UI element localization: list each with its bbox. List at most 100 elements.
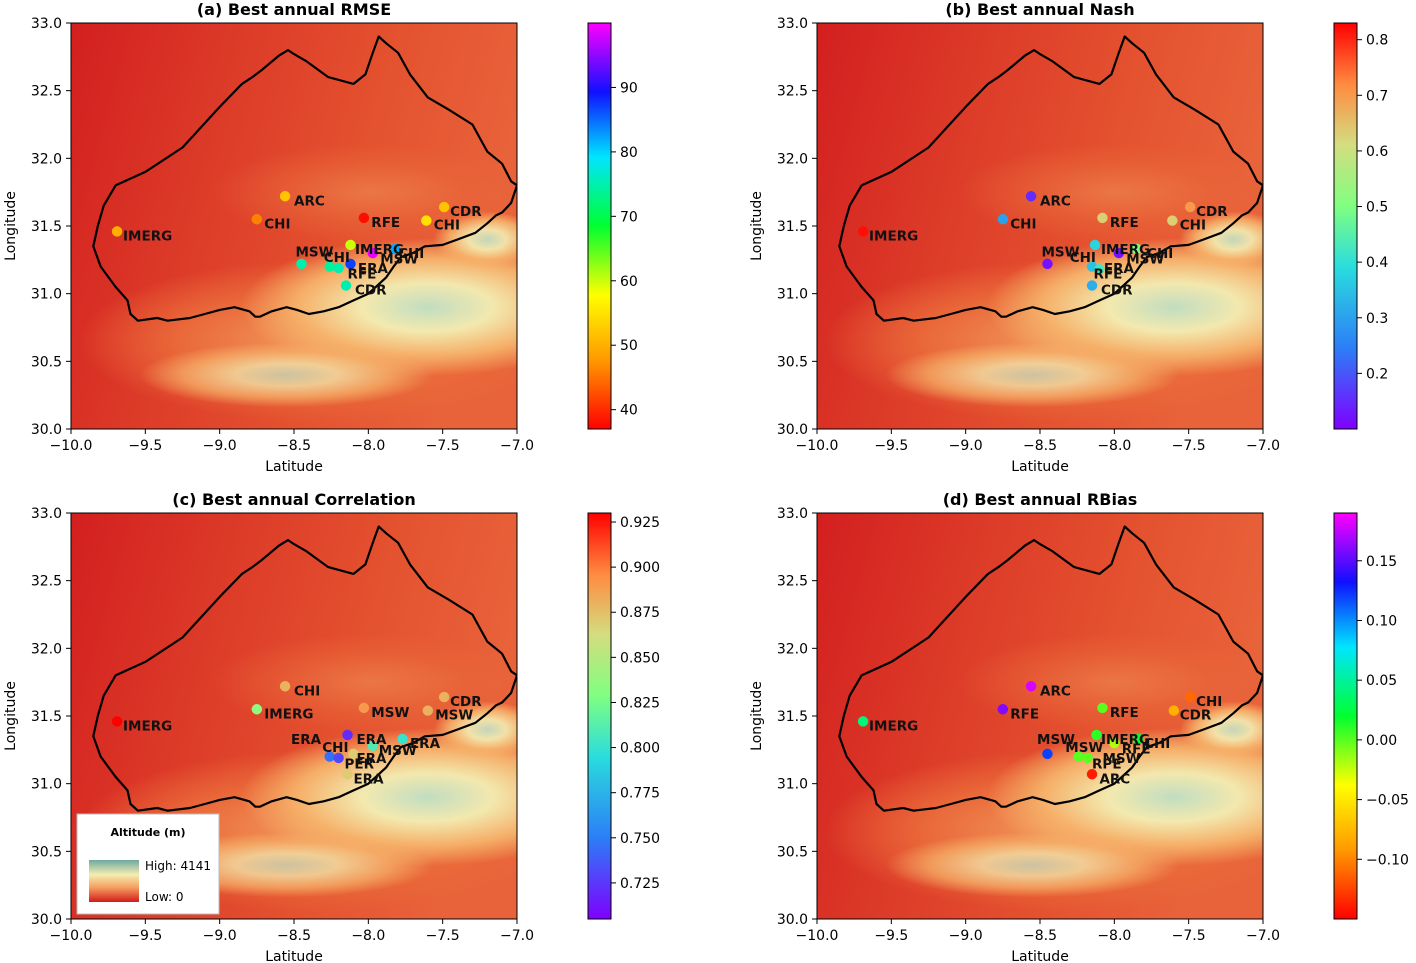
terrain-highlands [139, 342, 434, 408]
y-tick-label: 33.0 [777, 16, 808, 32]
x-axis-label: Latitude [1011, 949, 1069, 963]
station-point-rfe [333, 262, 344, 274]
x-tick-label: −8.5 [1023, 928, 1057, 944]
y-tick-label: 32.0 [777, 641, 808, 657]
y-tick-label: 32.0 [777, 151, 808, 167]
station-point-era [342, 768, 353, 780]
station-point-imerg [345, 239, 356, 251]
panel-3: −10.0 −9.5 −9.0 −8.5 −8.0 −7.5 −7.0 30.0 30.5 31.… [3, 490, 660, 963]
station-label: ARC [1040, 193, 1071, 209]
station-point-msw [1042, 258, 1053, 270]
colorbar-tick-label: 60 [620, 274, 638, 290]
station-label: ERA [410, 736, 441, 752]
station-label: MSW [435, 708, 473, 724]
y-axis-label: Longitude [3, 191, 19, 261]
station-label: RPE [1092, 756, 1122, 772]
station-label: CDR [450, 204, 482, 220]
x-tick-label: −8.0 [1097, 438, 1131, 454]
x-tick-label: −7.5 [1172, 438, 1206, 454]
y-tick-label: 31.0 [777, 287, 808, 303]
x-axis-label: Latitude [265, 949, 323, 963]
terrain-plateau [958, 633, 1263, 731]
terrain-highlands [986, 238, 1263, 377]
station-point-arc [279, 190, 291, 202]
colorbar [1333, 512, 1358, 920]
panel-title: (b) Best annual Nash [945, 0, 1134, 19]
station-point-rfe [1082, 752, 1093, 764]
station-point-chi [279, 680, 291, 692]
station-point-arc [1086, 768, 1098, 780]
y-tick-label: 30.0 [777, 912, 808, 928]
station-label: CHI [1070, 250, 1096, 266]
y-tick-label: 31.5 [777, 709, 808, 725]
colorbar-tick-label: 0.6 [1366, 144, 1388, 160]
colorbar-tick-label: 0.3 [1366, 311, 1388, 327]
station-label: MSW [380, 251, 418, 267]
x-tick-label: −7.0 [500, 928, 534, 944]
x-tick-label: −7.0 [500, 438, 534, 454]
colorbar-tick-label: 0.850 [620, 650, 660, 666]
station-label: ARC [1099, 771, 1130, 787]
station-point-imerg [857, 226, 869, 237]
station-label: RFE [1122, 741, 1151, 757]
terrain-highlands [986, 728, 1263, 867]
station-label: RFE [1010, 706, 1039, 722]
station-label: RFE [348, 266, 377, 282]
station-label: CHI [324, 250, 350, 266]
colorbar [587, 512, 612, 920]
legend-low: Low: 0 [145, 890, 183, 904]
panel-title: (a) Best annual RMSE [197, 0, 391, 19]
colorbar-tick-label: 70 [620, 209, 638, 225]
x-tick-label: −9.5 [874, 928, 908, 944]
station-point-imerg [1089, 239, 1101, 251]
station-point-msw [1042, 748, 1053, 760]
station-point-chi [389, 243, 401, 255]
terrain-background [817, 513, 1263, 919]
colorbar-tick-label: 0.925 [620, 515, 660, 531]
x-tick-label: −10.0 [796, 438, 839, 454]
station-label: CHI [1147, 246, 1173, 262]
x-tick-label: −10.0 [50, 438, 93, 454]
x-tick-label: −7.5 [426, 928, 460, 944]
x-tick-label: −9.0 [949, 928, 983, 944]
station-label: ERA [1104, 261, 1135, 277]
panel-title: (c) Best annual Correlation [172, 490, 415, 509]
panel-4: −10.0 −9.5 −9.0 −8.5 −8.0 −7.5 −7.0 30.0 30.5 31.… [749, 490, 1409, 963]
y-tick-label: 32.0 [31, 641, 62, 657]
colorbar-tick-label: 40 [620, 403, 638, 419]
station-label: ERA [353, 771, 384, 787]
colorbar-tick-label: 0.800 [620, 741, 660, 757]
station-point-imerg [111, 716, 123, 727]
x-tick-label: −7.0 [1246, 438, 1280, 454]
station-point-era [348, 748, 359, 760]
y-axis-label: Longitude [749, 191, 765, 261]
y-tick-label: 30.0 [777, 422, 808, 438]
x-tick-label: −9.5 [874, 438, 908, 454]
station-point-imerg [251, 703, 263, 715]
station-label: ARC [294, 193, 325, 209]
terrain-plateau [212, 143, 517, 241]
station-point-era [397, 733, 408, 745]
x-tick-label: −8.0 [351, 438, 385, 454]
station-point-era [345, 258, 356, 270]
station-label: PER [345, 756, 375, 772]
station-label: IMERG [355, 242, 404, 258]
station-point-cdr [1184, 201, 1196, 213]
x-tick-label: −7.5 [426, 438, 460, 454]
colorbar [1333, 22, 1358, 430]
station-point-chi [997, 213, 1009, 225]
panel-title: (d) Best annual RBias [943, 490, 1138, 509]
station-label: MSW [295, 245, 333, 261]
terrain-plateau [212, 633, 517, 731]
station-label: CHI [1010, 216, 1036, 232]
station-label: CHI [398, 246, 424, 262]
station-point-rfe [358, 212, 370, 224]
station-label: MSW [379, 743, 417, 759]
colorbar-tick-label: 0.00 [1366, 733, 1397, 749]
colorbar-tick-label: 0.8 [1366, 33, 1388, 49]
x-tick-label: −7.0 [1246, 928, 1280, 944]
terrain-highlands [240, 238, 517, 377]
station-label: CHI [322, 740, 348, 756]
basin-boundary [838, 35, 1263, 322]
